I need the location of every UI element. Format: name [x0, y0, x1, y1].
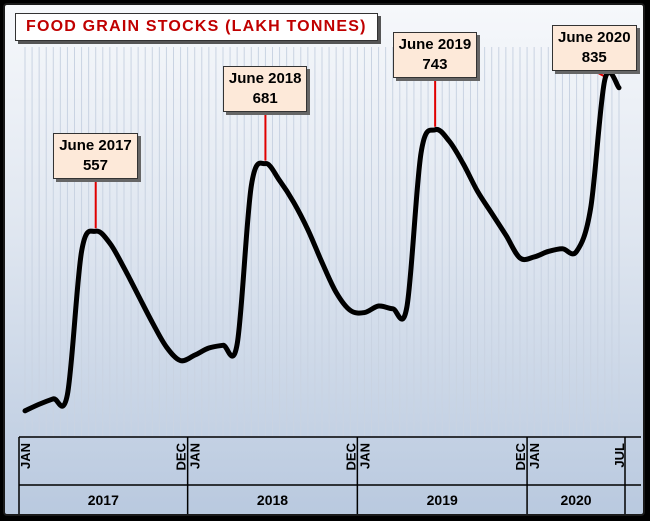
x-tick-label: DEC	[513, 442, 528, 470]
annotation-callout: June 2017 557	[53, 133, 138, 180]
callout-value: 681	[252, 89, 278, 107]
gridlines	[24, 47, 620, 437]
annotation-callout: June 2019 743	[392, 31, 478, 78]
callout-value: 557	[82, 157, 108, 175]
callout-date: June 2020	[558, 29, 631, 46]
x-tick-label: JAN	[18, 443, 33, 469]
year-label: 2019	[427, 492, 458, 508]
x-tick-label: JAN	[357, 443, 372, 469]
year-label: 2020	[560, 492, 591, 508]
x-tick-label: JAN	[527, 443, 542, 469]
callout-date: June 2017	[59, 137, 132, 155]
callout-value: 743	[422, 55, 448, 73]
year-label: 2018	[257, 492, 288, 508]
callout-date: June 2019	[398, 35, 472, 53]
callout-date: June 2018	[228, 69, 302, 87]
annotation-callout: June 2018 681	[222, 65, 308, 112]
series-line	[22, 69, 622, 414]
x-tick-label: DEC	[174, 442, 189, 470]
chart-title: FOOD GRAIN STOCKS (LAKH TONNES)	[15, 13, 378, 41]
x-tick-label: DEC	[343, 442, 358, 470]
leader-line	[594, 70, 606, 78]
callout-value: 835	[581, 49, 607, 66]
year-label: 2017	[88, 492, 119, 508]
x-tick-label: JAN	[188, 443, 203, 469]
x-tick-label: JUL	[612, 443, 627, 468]
chart-frame: JAN DEC JAN DEC JAN DEC JAN JUL 2017 2018 2019 2020…	[3, 3, 645, 516]
annotation-leaders	[94, 70, 606, 229]
series-layer	[22, 69, 622, 414]
annotation-callout: June 2020 835	[552, 25, 637, 71]
